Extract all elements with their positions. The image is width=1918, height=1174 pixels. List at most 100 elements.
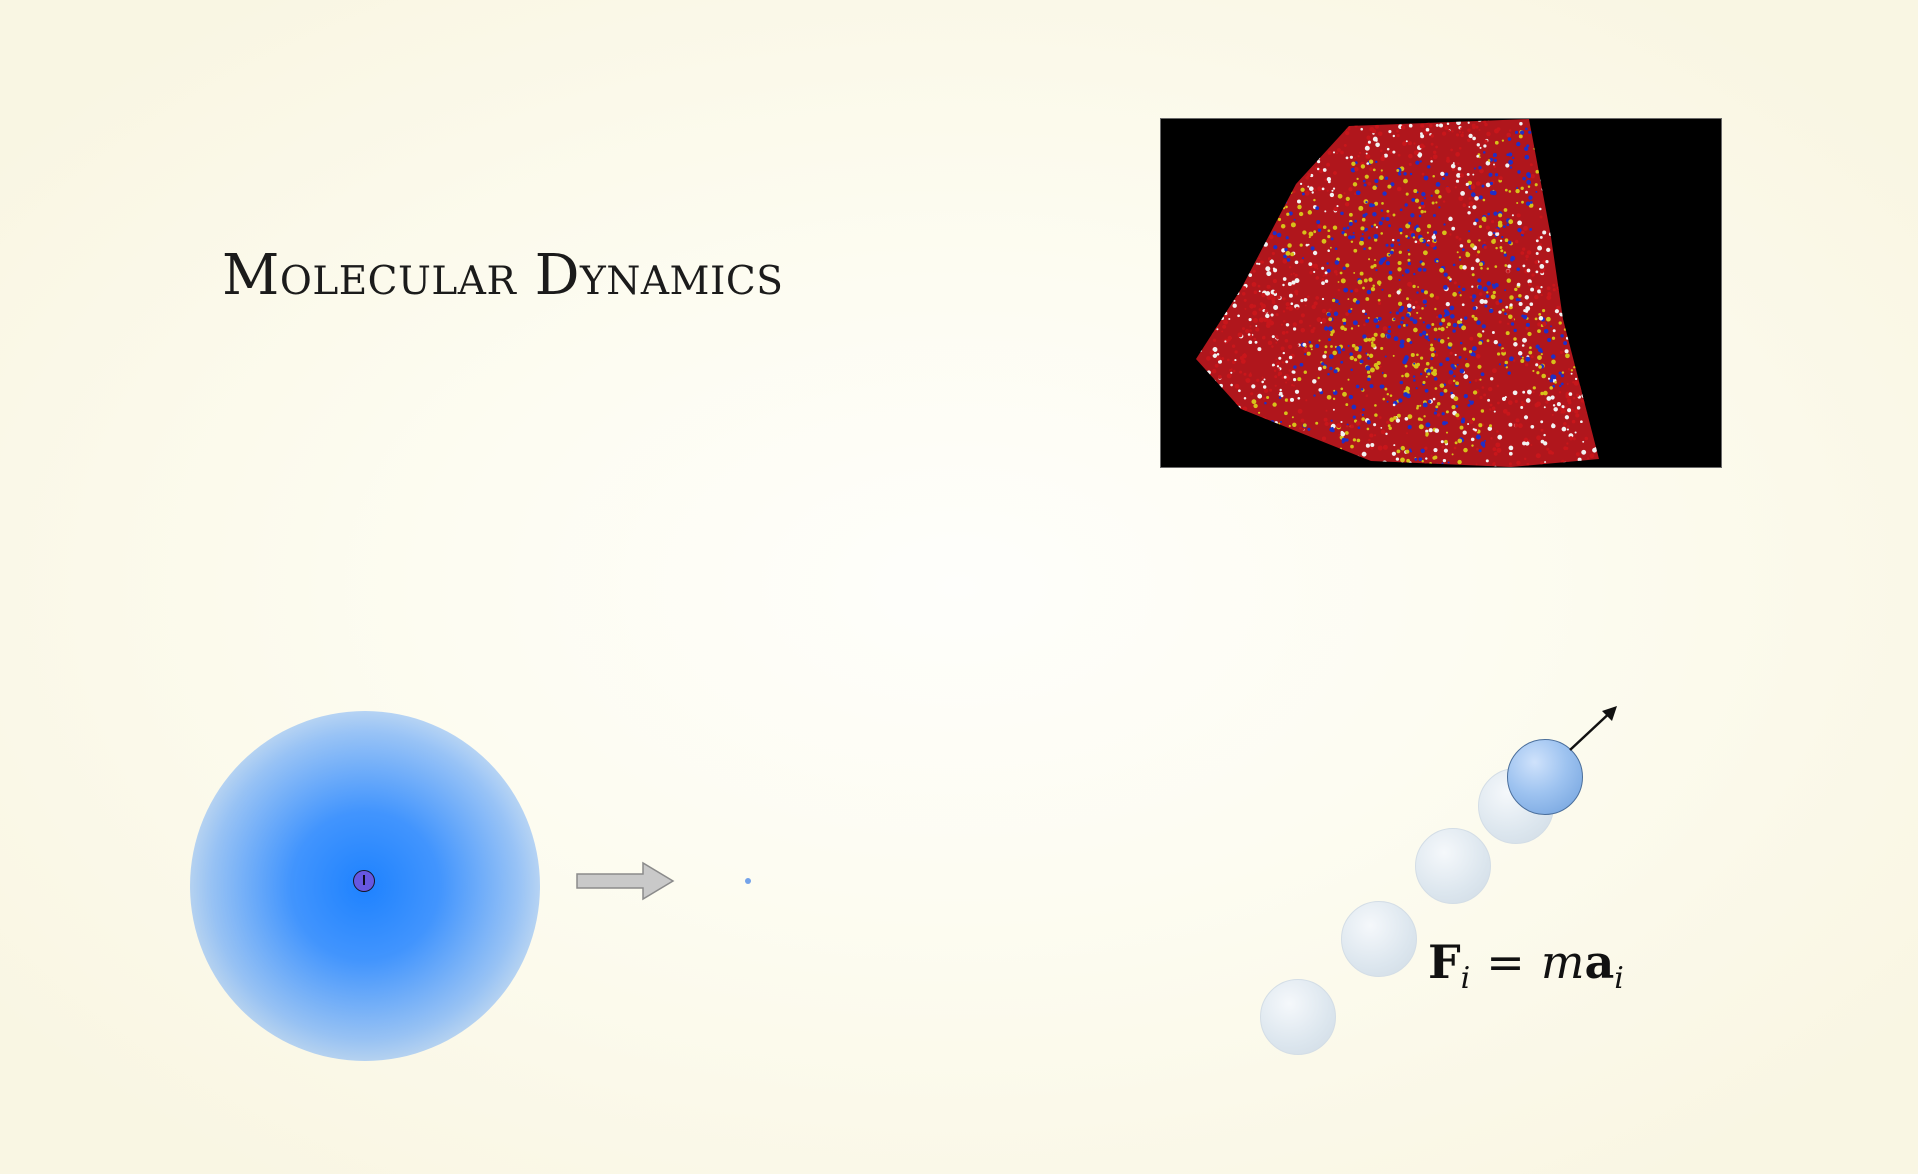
atom-dot: [1200, 138, 1205, 143]
atom-dot: [1488, 308, 1494, 314]
atom-dot: [1433, 230, 1438, 235]
atom-dot: [1535, 344, 1540, 349]
equation-force-subscript: i: [1460, 961, 1471, 996]
atom-dot: [1477, 332, 1482, 338]
atom-dot: [1448, 216, 1453, 222]
atom-dot: [1308, 186, 1314, 192]
atom-dot: [1228, 423, 1232, 427]
atom-dot: [1325, 409, 1328, 412]
atom-dot: [1539, 215, 1543, 219]
atom-dot: [1347, 298, 1350, 301]
atom-dot: [1495, 246, 1498, 250]
atom-dot: [1415, 227, 1421, 233]
atom-dot: [1425, 375, 1428, 378]
atom-dot: [1196, 189, 1197, 193]
atom-dot: [1539, 264, 1545, 269]
atom-dot: [1298, 122, 1303, 127]
atom-dot: [1525, 254, 1529, 259]
atom-dot: [1237, 197, 1240, 201]
atom-dot: [1598, 227, 1599, 231]
atom-dot: [1313, 230, 1317, 234]
atom-dot: [1475, 258, 1480, 263]
atom-dot: [1489, 403, 1493, 407]
atom-dot: [1243, 397, 1247, 400]
atom-dot: [1340, 431, 1346, 437]
atom-dot: [1206, 227, 1209, 230]
atom-dot: [1225, 424, 1228, 428]
atom-dot: [1238, 389, 1241, 393]
atom-dot: [1236, 457, 1241, 462]
atom-dot: [1471, 417, 1476, 421]
atom-dot: [1552, 288, 1556, 292]
atom-dot: [1252, 167, 1256, 171]
atom-dot: [1540, 289, 1543, 293]
atom-dot: [1314, 189, 1317, 191]
atom-dot: [1226, 179, 1229, 182]
atom-dot: [1291, 177, 1294, 180]
atom-dot: [1502, 225, 1506, 228]
atom-dot: [1368, 246, 1372, 250]
atom-dot: [1469, 336, 1474, 341]
atom-dot: [1432, 213, 1436, 218]
atom-dot: [1189, 123, 1194, 128]
atom-dot: [1231, 163, 1237, 168]
atom-dot: [1542, 321, 1547, 327]
atom-dot: [1570, 186, 1573, 190]
atom-dot: [1455, 405, 1459, 408]
atom-dot: [1363, 278, 1368, 283]
atom-dot: [1409, 317, 1414, 322]
atom-dot: [1407, 252, 1411, 256]
atom-dot: [1379, 175, 1384, 180]
atom-dot: [1526, 250, 1532, 255]
atom-dot: [1585, 151, 1590, 156]
atom-dot: [1237, 232, 1243, 237]
atom-dot: [1272, 402, 1277, 407]
atom-dot: [1471, 294, 1477, 299]
atom-dot: [1365, 201, 1368, 204]
atom-dot: [1397, 325, 1402, 329]
atom-dot: [1217, 171, 1221, 175]
atom-dot: [1582, 440, 1585, 443]
atom-dot: [1263, 388, 1269, 394]
atom-dot: [1294, 439, 1300, 445]
atom-dot: [1591, 235, 1596, 239]
atom-dot: [1574, 306, 1577, 309]
atom-dot: [1554, 214, 1557, 217]
atom-dot: [1337, 288, 1341, 292]
atom-dot: [1537, 139, 1540, 142]
atom-dot: [1364, 174, 1369, 179]
atom-dot: [1354, 166, 1359, 172]
atom-dot: [1282, 297, 1286, 301]
atom-dot: [1522, 264, 1526, 268]
atom-dot: [1516, 187, 1519, 189]
atom-dot: [1434, 428, 1440, 433]
atom-dot: [1551, 354, 1556, 359]
atom-dot: [1252, 456, 1256, 461]
atom-dot: [1221, 166, 1226, 171]
atom-dot: [1462, 265, 1467, 270]
atom-dot: [1509, 129, 1512, 132]
atom-dot: [1477, 284, 1483, 290]
atom-dot: [1236, 275, 1239, 278]
atom-dot: [1416, 404, 1420, 408]
atom-dot: [1213, 242, 1217, 247]
atom-dot: [1233, 202, 1237, 206]
atom-dot: [1521, 200, 1524, 204]
atom-dot: [1436, 260, 1439, 263]
atom-dot: [1190, 248, 1194, 252]
atom-dot: [1247, 194, 1252, 200]
atom-dot: [1196, 164, 1198, 168]
atom-dot: [1200, 417, 1204, 421]
atom-dot: [1453, 375, 1456, 378]
atom-dot: [1273, 245, 1278, 250]
atom-dot: [1483, 218, 1487, 223]
atom-dot: [1225, 124, 1230, 129]
atom-dot: [1480, 441, 1486, 447]
atom-dot: [1234, 285, 1238, 290]
atom-dot: [1230, 410, 1234, 413]
atom-dot: [1274, 428, 1279, 433]
atom-dot: [1526, 144, 1530, 148]
atom-dot: [1269, 193, 1273, 197]
atom-dot: [1517, 170, 1521, 174]
atom-dot: [1365, 152, 1368, 155]
